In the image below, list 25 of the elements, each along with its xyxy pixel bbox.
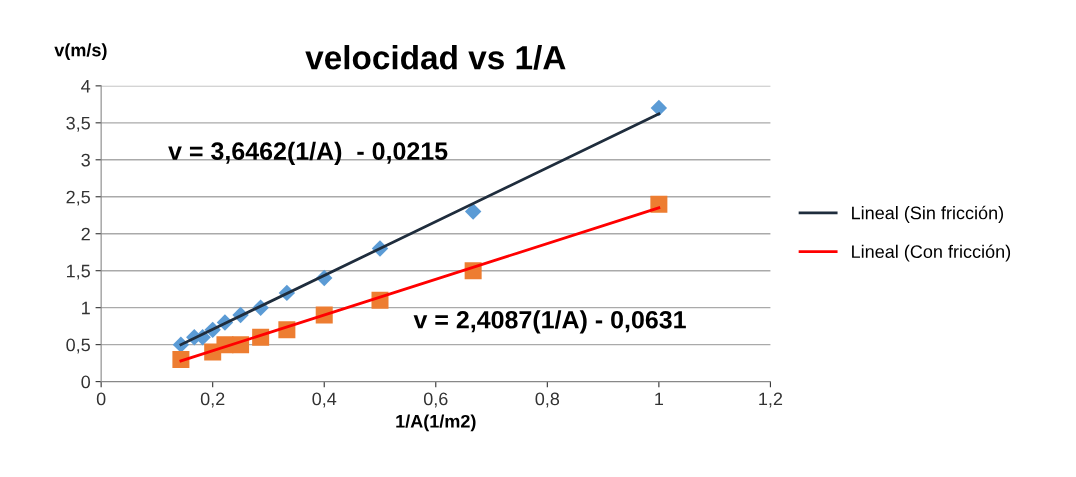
- y-tick-label: 2,5: [66, 190, 90, 206]
- x-tick-label: 0,6: [423, 392, 448, 408]
- y-tick-label: 0: [81, 375, 91, 389]
- y-tick-label: 2: [81, 227, 90, 241]
- legend-label: Lineal (Sin fricción): [852, 205, 1004, 223]
- x-tick-label: 0,4: [312, 392, 337, 408]
- y-tick-label: 3: [81, 153, 90, 167]
- y-tick-label: 1: [82, 301, 90, 315]
- point: [464, 203, 482, 220]
- x-tick-label: 0,2: [200, 392, 225, 408]
- y-tick-label: 4: [81, 79, 91, 93]
- annotation: v = 2,4087(1/A) - 0,0631: [413, 310, 686, 334]
- legend-label: Lineal (Con fricción): [852, 244, 1011, 262]
- y-axis-title: v(m/s): [54, 43, 107, 61]
- chart-title: velocidad vs 1/A: [305, 45, 566, 70]
- x-tick-label: 1: [655, 392, 664, 406]
- x-tick-label: 0,8: [535, 392, 560, 408]
- point: [650, 99, 668, 117]
- x-tick-label: 1,2: [759, 392, 783, 408]
- x-tick-label: 0: [96, 392, 106, 406]
- y-tick-label: 0,5: [66, 338, 90, 354]
- annotation: v = 3,6462(1/A) - 0,0215: [168, 141, 448, 165]
- y-tick-label: 1,5: [67, 264, 90, 280]
- x-axis-title: 1/A(1/m2): [396, 414, 476, 432]
- y-tick-label: 3,5: [66, 116, 90, 132]
